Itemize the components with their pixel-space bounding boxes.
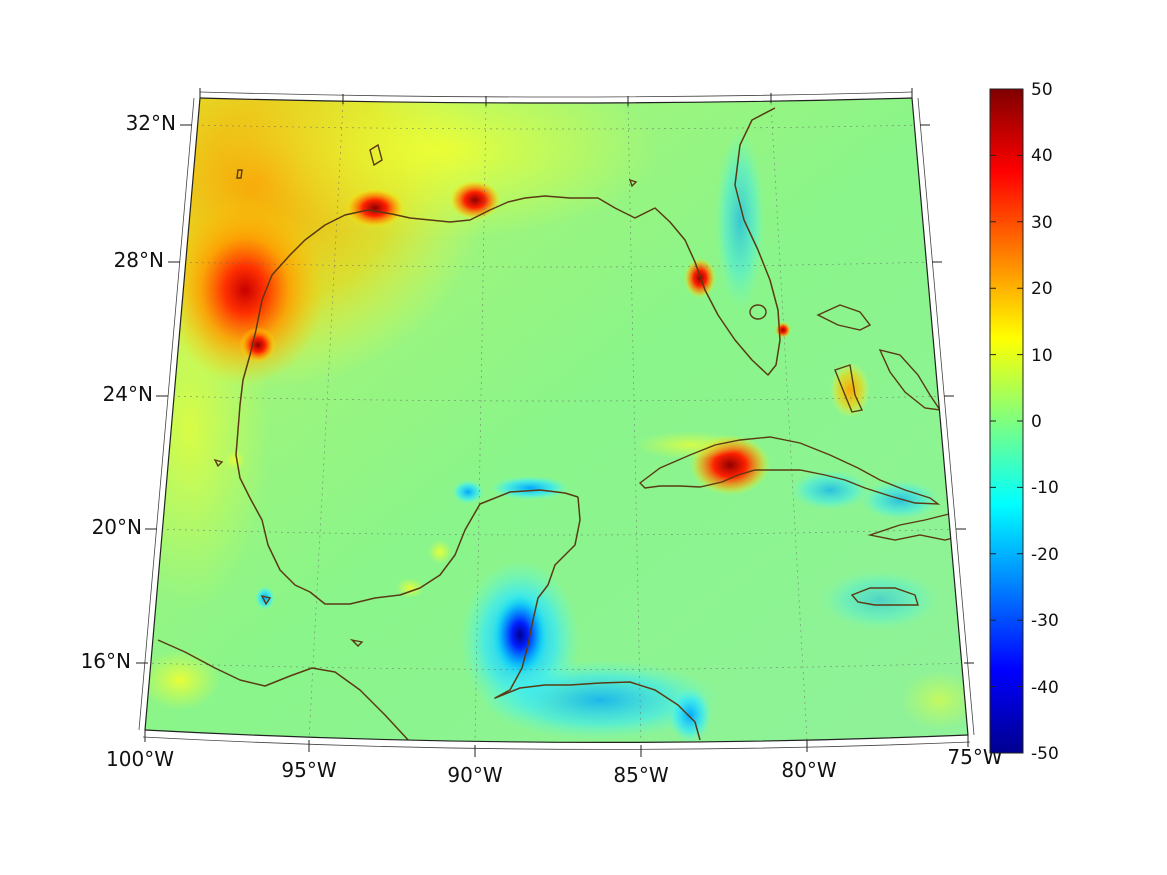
latitude-labels: 32°N 28°N 24°N 20°N 16°N	[81, 111, 176, 673]
pacific-coastline	[157, 639, 411, 743]
cuba-outline	[638, 436, 941, 505]
jamaica-outline	[850, 587, 919, 606]
colorbar-label: -50	[1031, 744, 1059, 764]
colorbar-label: 30	[1031, 213, 1053, 233]
lat-label: 24°N	[103, 382, 153, 406]
colorbar-label: -10	[1031, 478, 1059, 498]
colorbar-label: -20	[1031, 545, 1059, 565]
lat-label: 16°N	[81, 649, 131, 673]
lon-label: 90°W	[447, 763, 502, 787]
lon-label: 95°W	[281, 758, 336, 782]
lon-label: 85°W	[613, 763, 668, 787]
map-field	[145, 98, 968, 743]
longitude-labels: 100°W 95°W 90°W 85°W 80°W 75°W	[106, 745, 1003, 787]
coastlines	[157, 107, 966, 743]
colorbar: 50 40 30 20 10 0 -10 -20 -30 -40 -50	[989, 80, 1059, 764]
colorbar-label: 0	[1031, 412, 1042, 432]
lat-label: 28°N	[114, 248, 164, 272]
small-islands	[213, 143, 638, 647]
colorbar-ticks	[990, 154, 1023, 688]
lat-label: 32°N	[126, 111, 176, 135]
lon-label: 80°W	[781, 758, 836, 782]
lat-label: 20°N	[92, 515, 142, 539]
colorbar-label: 20	[1031, 279, 1053, 299]
colorbar-label: 10	[1031, 346, 1053, 366]
lake-okeechobee	[749, 304, 767, 320]
yucatan-east-coast	[494, 496, 701, 741]
colorbar-label: -40	[1031, 678, 1059, 698]
gulf-coastline	[235, 107, 781, 605]
colorbar-label: 50	[1031, 80, 1053, 100]
lon-label: 100°W	[106, 747, 174, 771]
map-frame	[136, 88, 975, 757]
colorbar-label: 40	[1031, 146, 1053, 166]
colorbar-label: -30	[1031, 611, 1059, 631]
